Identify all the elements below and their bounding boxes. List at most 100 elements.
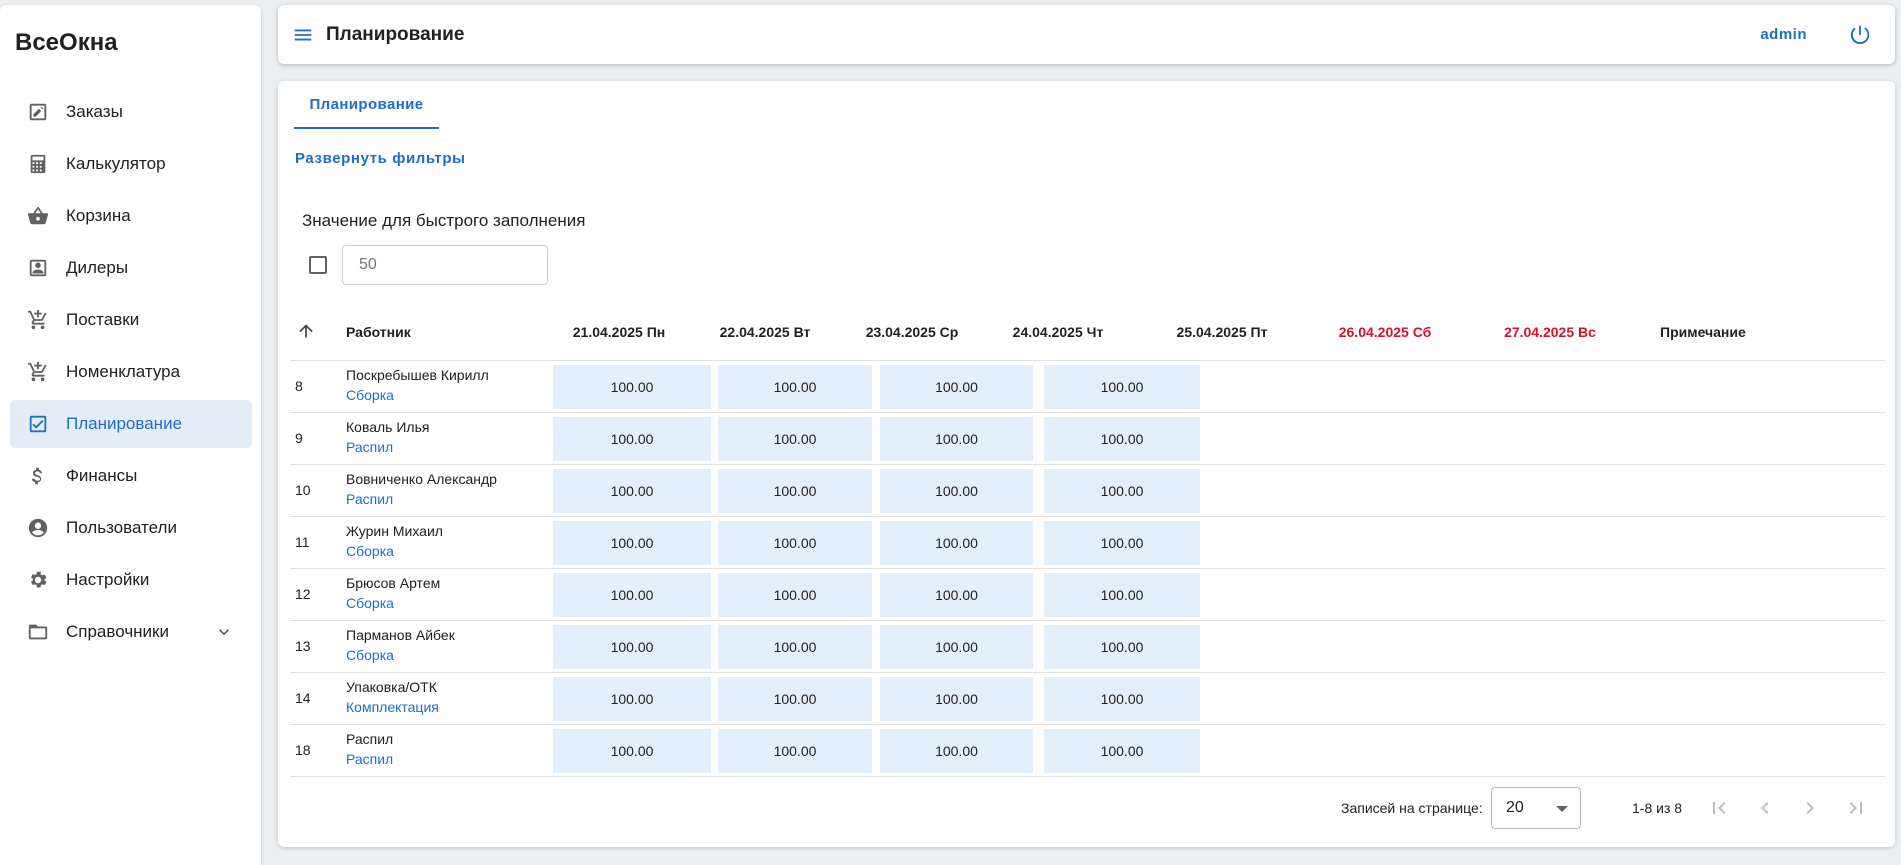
column-header-day: 23.04.2025 Ср xyxy=(865,324,959,340)
table-row: 14 Упаковка/ОТК Комплектация 100.00 100.00 10… xyxy=(290,673,1885,725)
plan-value-cell[interactable]: 100.00 xyxy=(718,521,872,565)
worker-role-link[interactable]: Сборка xyxy=(346,647,394,663)
sidebar-item-4[interactable]: Поставки xyxy=(10,296,252,344)
table-row: 12 Брюсов Артем Сборка 100.00 100.00 100.00 10… xyxy=(290,569,1885,621)
user-menu-button[interactable]: admin xyxy=(1760,26,1807,43)
tab-planning[interactable]: Планирование xyxy=(294,81,439,129)
sidebar-item-2[interactable]: Корзина xyxy=(10,192,252,240)
menu-icon[interactable] xyxy=(292,24,314,46)
plan-value-cell[interactable]: 100.00 xyxy=(553,469,711,513)
cart-plus-icon xyxy=(26,308,50,332)
sidebar-item-9[interactable]: Настройки xyxy=(10,556,252,604)
worker-role-link[interactable]: Сборка xyxy=(346,543,394,559)
sidebar-item-6[interactable]: Планирование xyxy=(10,400,252,448)
folder-open-icon xyxy=(26,620,50,644)
sidebar-item-1[interactable]: Калькулятор xyxy=(10,140,252,188)
plan-value-cell[interactable]: 100.00 xyxy=(718,573,872,617)
sidebar-item-7[interactable]: Финансы xyxy=(10,452,252,500)
top-bar: Планирование admin xyxy=(278,5,1895,64)
table-body: 8 Поскребышев Кирилл Сборка 100.00 100.00 100… xyxy=(290,361,1885,777)
sort-arrow-up-icon[interactable] xyxy=(296,321,316,341)
plan-value-cell[interactable]: 100.00 xyxy=(880,729,1033,773)
plan-value-cell[interactable]: 100.00 xyxy=(1044,521,1200,565)
quick-fill-input[interactable] xyxy=(342,245,548,285)
plan-value-cell[interactable]: 100.00 xyxy=(718,365,872,409)
column-header-worker[interactable]: Работник xyxy=(346,324,411,340)
table-row: 8 Поскребышев Кирилл Сборка 100.00 100.00 100… xyxy=(290,361,1885,413)
sidebar-item-3[interactable]: Дилеры xyxy=(10,244,252,292)
plan-value-cell[interactable]: 100.00 xyxy=(1044,677,1200,721)
worker-role-link[interactable]: Распил xyxy=(346,491,394,507)
column-header-day: 25.04.2025 Пт xyxy=(1176,324,1268,340)
plan-value-cell[interactable]: 100.00 xyxy=(553,729,711,773)
dollar-icon xyxy=(26,464,50,488)
plan-value-cell[interactable]: 100.00 xyxy=(553,417,711,461)
planning-table: Работник 21.04.2025 Пн 22.04.2025 Вт 23.04… xyxy=(290,304,1885,777)
plan-value-cell[interactable]: 100.00 xyxy=(880,365,1033,409)
plan-value-cell[interactable]: 100.00 xyxy=(1044,729,1200,773)
plan-value-cell[interactable]: 100.00 xyxy=(1044,625,1200,669)
worker-role-link[interactable]: Сборка xyxy=(346,595,394,611)
column-header-day: 26.04.2025 Сб xyxy=(1338,324,1432,340)
table-row: 18 Распил Распил 100.00 100.00 100.00 100.00 xyxy=(290,725,1885,777)
worker-role-link[interactable]: Сборка xyxy=(346,387,394,403)
plan-value-cell[interactable]: 100.00 xyxy=(718,677,872,721)
plan-value-cell[interactable]: 100.00 xyxy=(1044,365,1200,409)
worker-role-link[interactable]: Распил xyxy=(346,439,394,455)
plan-value-cell[interactable]: 100.00 xyxy=(880,677,1033,721)
worker-role-link[interactable]: Комплектация xyxy=(346,699,439,715)
plan-value-cell[interactable]: 100.00 xyxy=(880,521,1033,565)
first-page-icon[interactable] xyxy=(1707,796,1731,820)
worker-name: Брюсов Артем xyxy=(346,575,441,591)
rows-per-page-value: 20 xyxy=(1506,799,1524,816)
column-header-day: 22.04.2025 Вт xyxy=(719,324,811,340)
table-row: 9 Коваль Илья Распил 100.00 100.00 100.00 100.… xyxy=(290,413,1885,465)
row-id: 13 xyxy=(295,638,311,654)
table-row: 13 Парманов Айбек Сборка 100.00 100.00 100.00… xyxy=(290,621,1885,673)
plan-value-cell[interactable]: 100.00 xyxy=(880,417,1033,461)
row-id: 8 xyxy=(295,378,303,394)
contact-card-icon xyxy=(26,256,50,280)
next-page-icon[interactable] xyxy=(1798,796,1822,820)
logout-icon[interactable] xyxy=(1849,24,1871,46)
prev-page-icon[interactable] xyxy=(1753,796,1777,820)
plan-value-cell[interactable]: 100.00 xyxy=(1044,573,1200,617)
plan-value-cell[interactable]: 100.00 xyxy=(1044,417,1200,461)
plan-value-cell[interactable]: 100.00 xyxy=(553,677,711,721)
sidebar-item-label: Корзина xyxy=(66,206,131,225)
sidebar-item-label: Дилеры xyxy=(66,258,129,277)
page-title: Планирование xyxy=(326,23,465,45)
worker-role-link[interactable]: Распил xyxy=(346,751,394,767)
plan-value-cell[interactable]: 100.00 xyxy=(880,573,1033,617)
sidebar-item-8[interactable]: Пользователи xyxy=(10,504,252,552)
worker-name: Распил xyxy=(346,731,394,747)
sidebar-item-10[interactable]: Справочники xyxy=(10,608,252,656)
worker-name: Упаковка/ОТК xyxy=(346,679,437,695)
plan-value-cell[interactable]: 100.00 xyxy=(553,625,711,669)
plan-value-cell[interactable]: 100.00 xyxy=(718,625,872,669)
last-page-icon[interactable] xyxy=(1844,796,1868,820)
worker-name: Парманов Айбек xyxy=(346,627,455,643)
plan-value-cell[interactable]: 100.00 xyxy=(880,625,1033,669)
plan-value-cell[interactable]: 100.00 xyxy=(718,417,872,461)
quick-fill-label: Значение для быстрого заполнения xyxy=(302,211,586,230)
sidebar-item-label: Калькулятор xyxy=(66,154,166,173)
sidebar-item-label: Пользователи xyxy=(66,518,177,537)
row-id: 11 xyxy=(295,534,310,550)
plan-value-cell[interactable]: 100.00 xyxy=(718,729,872,773)
basket-icon xyxy=(26,204,50,228)
sidebar-item-5[interactable]: Номенклатура xyxy=(10,348,252,396)
sidebar-item-0[interactable]: Заказы xyxy=(10,88,252,136)
expand-filters-link[interactable]: Развернуть фильтры xyxy=(295,150,466,167)
plan-value-cell[interactable]: 100.00 xyxy=(553,365,711,409)
app-logo: ВсеОкна xyxy=(15,29,118,56)
plan-value-cell[interactable]: 100.00 xyxy=(553,521,711,565)
plan-value-cell[interactable]: 100.00 xyxy=(1044,469,1200,513)
row-id: 14 xyxy=(295,690,311,706)
plan-value-cell[interactable]: 100.00 xyxy=(553,573,711,617)
row-id: 18 xyxy=(295,742,311,758)
rows-per-page-select[interactable]: 20 xyxy=(1491,787,1581,829)
quick-fill-checkbox[interactable] xyxy=(309,256,327,274)
plan-value-cell[interactable]: 100.00 xyxy=(880,469,1033,513)
plan-value-cell[interactable]: 100.00 xyxy=(718,469,872,513)
